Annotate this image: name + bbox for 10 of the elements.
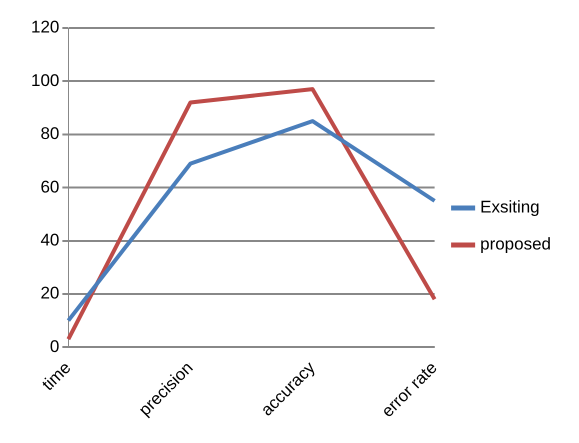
y-tick-label: 40 <box>40 230 60 250</box>
legend-label: Exsiting <box>480 198 540 217</box>
y-tick-label: 100 <box>30 70 60 90</box>
y-tick-label: 80 <box>40 124 60 144</box>
y-tick-label: 0 <box>50 336 60 356</box>
legend-label: proposed <box>480 234 551 254</box>
y-tick-label: 60 <box>40 177 60 196</box>
x-tick-label: time <box>38 358 75 394</box>
y-tick-label: 20 <box>40 284 60 303</box>
y-tick-label: 120 <box>30 18 60 37</box>
